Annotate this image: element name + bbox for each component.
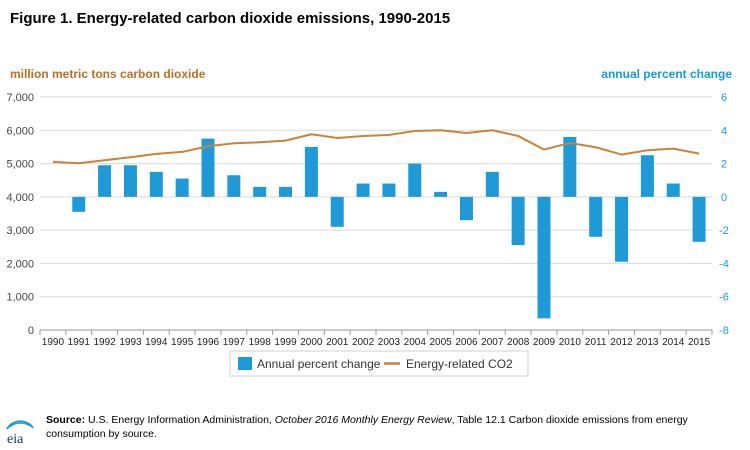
legend-line-label: Energy-related CO2 xyxy=(406,357,513,371)
source-label: Source: xyxy=(46,414,86,426)
x-tick-label: 2003 xyxy=(378,337,401,348)
bar xyxy=(537,196,551,319)
legend-box xyxy=(229,350,529,377)
y-tick-label-right: 0 xyxy=(721,192,727,204)
bar xyxy=(72,196,86,212)
source-publication: October 2016 Monthly Energy Review xyxy=(274,414,452,426)
bar xyxy=(253,186,267,197)
y-tick-label-right: 2 xyxy=(721,159,727,171)
y-tick-label-left: 3,000 xyxy=(6,225,34,237)
x-tick-label: 2013 xyxy=(636,337,659,348)
bar xyxy=(330,196,344,227)
bar xyxy=(123,165,137,197)
x-tick-label: 2002 xyxy=(352,337,375,348)
chart: 0 1,000 2,000 3,000 4,000 5,000 6,000 7,000 -8 -6… xyxy=(6,67,732,377)
bar xyxy=(201,138,215,197)
legend: Annual percent change Energy-related CO2 xyxy=(229,350,529,377)
co2-line xyxy=(52,129,700,165)
bar xyxy=(279,186,293,197)
bar-series xyxy=(72,136,706,319)
line-series xyxy=(52,129,700,165)
y-tick-label-left: 0 xyxy=(28,325,34,337)
chart-title: Figure 1. Energy-related carbon dioxide … xyxy=(10,10,451,27)
x-tick-label: 2006 xyxy=(455,337,478,348)
left-axis-label: million metric tons carbon dioxide xyxy=(10,67,206,81)
eia-logo: eia xyxy=(6,420,34,446)
bar xyxy=(511,196,525,246)
y-tick-label-left: 4,000 xyxy=(6,192,34,204)
bar xyxy=(227,175,241,197)
bar xyxy=(98,165,112,197)
bar xyxy=(640,155,654,197)
x-tick-label: 1999 xyxy=(274,337,297,348)
y-tick-label-left: 2,000 xyxy=(6,258,34,270)
bar xyxy=(692,196,706,242)
bar xyxy=(459,196,473,221)
x-tick-label: 2011 xyxy=(585,337,607,348)
x-tick-label: 1996 xyxy=(197,337,220,348)
x-tick-label: 2009 xyxy=(533,337,556,348)
x-tick-label: 1993 xyxy=(119,337,142,348)
gridlines xyxy=(40,96,712,298)
y-tick-label-right: 4 xyxy=(721,125,727,137)
source-note: Source: U.S. Energy Information Administ… xyxy=(46,413,736,441)
bar xyxy=(408,163,422,197)
x-tick-label: 2008 xyxy=(507,337,530,348)
bar xyxy=(563,136,577,197)
legend-bar-swatch xyxy=(238,357,252,370)
x-tick-label: 2007 xyxy=(481,337,504,348)
x-tick-label: 2005 xyxy=(429,337,452,348)
x-tick-label: 1992 xyxy=(93,337,116,348)
bar xyxy=(356,183,370,197)
right-axis-label: annual percent change xyxy=(601,67,732,81)
x-tick-label: 2014 xyxy=(662,337,685,348)
x-tick-label: 2001 xyxy=(326,337,349,348)
bar xyxy=(149,171,163,197)
bar xyxy=(175,178,189,197)
source-text-2: , Table 12.1 Carbon dioxide emissions fr… xyxy=(46,414,688,440)
legend-bar-label: Annual percent change xyxy=(257,357,381,371)
source-text: U.S. Energy Information Administration, xyxy=(85,414,275,426)
svg-text:eia: eia xyxy=(7,432,24,446)
y-tick-label-right: 6 xyxy=(721,92,727,104)
x-tick-label: 1997 xyxy=(223,337,246,348)
bar xyxy=(382,183,396,197)
x-tick-label: 1995 xyxy=(171,337,194,348)
y-tick-label-right: -8 xyxy=(719,325,729,337)
x-tick-label: 2010 xyxy=(559,337,582,348)
x-tick-label: 1998 xyxy=(249,337,272,348)
x-tick-label: 2012 xyxy=(610,337,633,348)
x-tick-label: 2000 xyxy=(300,337,323,348)
x-tick-label: 1994 xyxy=(145,337,168,348)
x-tick-label: 2015 xyxy=(688,337,711,348)
bar xyxy=(589,196,603,237)
bar xyxy=(666,183,680,197)
x-tick-label: 2004 xyxy=(404,337,427,348)
y-tick-label-right: -4 xyxy=(719,258,729,270)
y-tick-label-right: -6 xyxy=(719,292,729,304)
bar xyxy=(304,146,318,197)
axes: 0 1,000 2,000 3,000 4,000 5,000 6,000 7,000 -8 -6… xyxy=(6,92,728,348)
y-tick-label-right: -2 xyxy=(719,225,729,237)
y-tick-label-left: 1,000 xyxy=(6,292,34,304)
x-tick-label: 1990 xyxy=(42,337,65,348)
y-tick-label-left: 6,000 xyxy=(6,125,34,137)
x-tick-label: 1991 xyxy=(68,337,91,348)
bar xyxy=(434,191,448,197)
bar xyxy=(485,171,499,197)
bar xyxy=(615,196,629,262)
y-tick-label-left: 7,000 xyxy=(6,92,34,104)
y-tick-label-left: 5,000 xyxy=(6,159,34,171)
